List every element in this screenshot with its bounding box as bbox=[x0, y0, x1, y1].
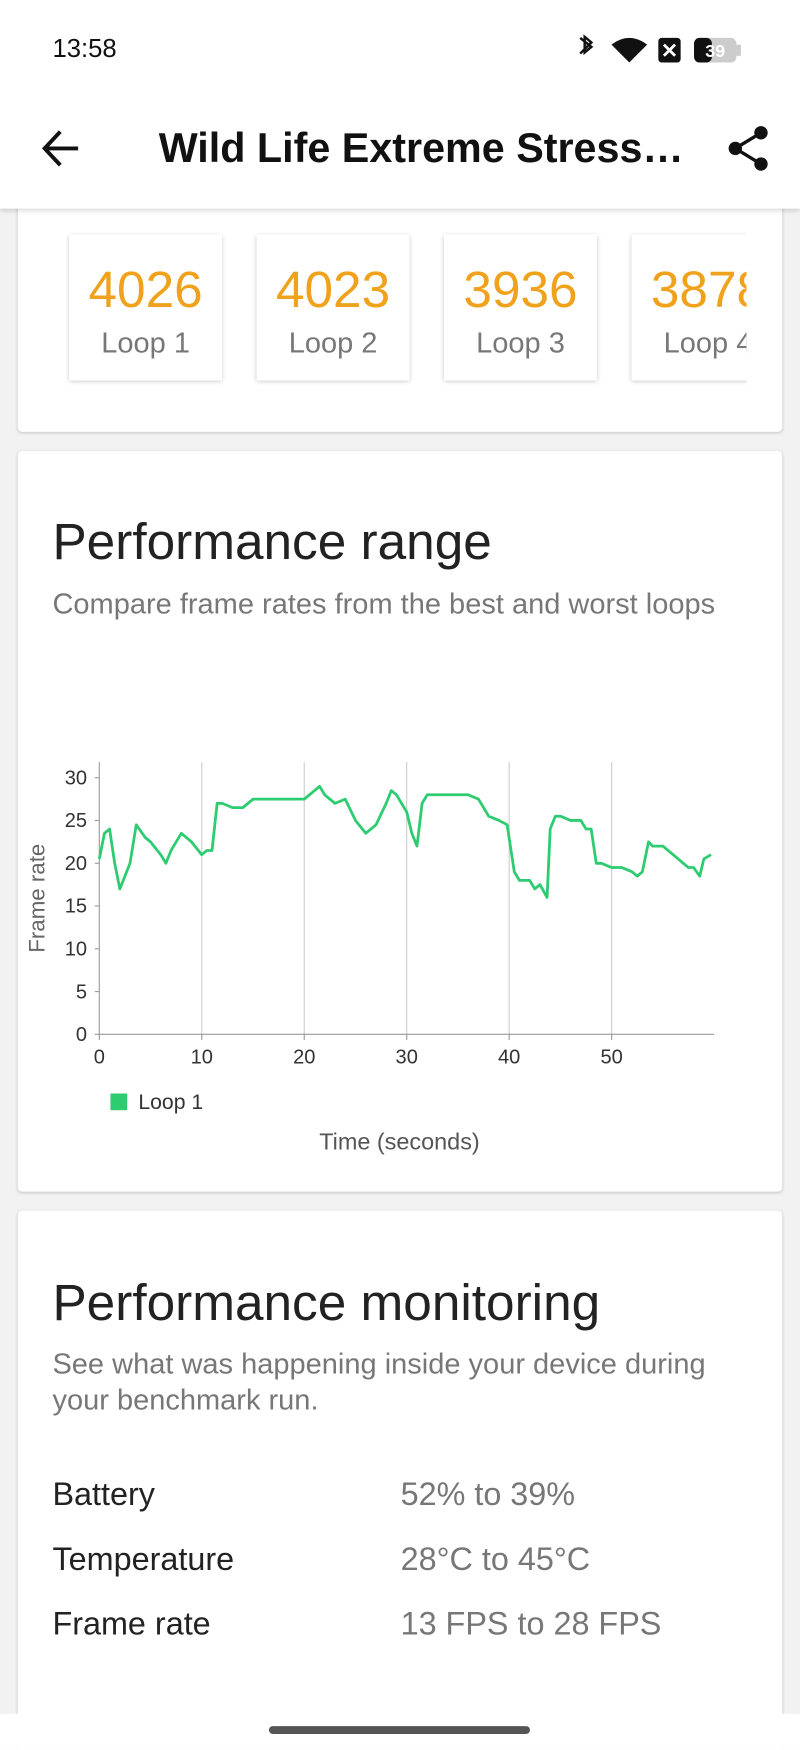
section-subtitle: Compare frame rates from the best and wo… bbox=[52, 586, 716, 621]
loop-score: 4023 bbox=[275, 259, 391, 319]
battery-text: 39 bbox=[705, 41, 725, 61]
sim-x bbox=[662, 43, 677, 57]
loop-scroller[interactable]: 4026 Loop 1 4023 Loop 2 3936 Loop 3 3878 Loo… bbox=[54, 212, 747, 402]
loop-score: 4026 bbox=[88, 259, 203, 319]
loop-score: 3936 bbox=[463, 259, 578, 319]
metric-value: 52% to 39% bbox=[400, 1477, 576, 1514]
loop-box[interactable]: 3878 Loop 4 bbox=[631, 234, 747, 381]
home-indicator[interactable] bbox=[268, 1726, 531, 1734]
loop-box[interactable]: 3936 Loop 3 bbox=[444, 234, 597, 381]
y-axis-label: Frame rate bbox=[25, 844, 50, 953]
loop-name: Loop 1 bbox=[101, 325, 190, 360]
y-tick-label: 15 bbox=[65, 896, 87, 918]
battery-level bbox=[694, 37, 712, 63]
bluetooth-icon bbox=[579, 34, 594, 56]
x-tick-label: 0 bbox=[94, 1046, 105, 1068]
section-title: Performance monitoring bbox=[52, 1273, 601, 1332]
battery-tip bbox=[736, 44, 741, 56]
top-bar: 13:58 39 Wild Life Extreme Stress… bbox=[0, 0, 800, 209]
legend-swatch bbox=[110, 1093, 128, 1111]
loop-box[interactable]: 4023 Loop 2 bbox=[256, 234, 410, 381]
loop-score: 3878 bbox=[650, 259, 747, 319]
metric-value: 13 FPS to 28 FPS bbox=[400, 1606, 662, 1643]
section-title: Performance range bbox=[52, 512, 492, 571]
performance-range-card bbox=[17, 450, 783, 1192]
status-icons: 39 bbox=[579, 34, 741, 63]
y-tick-label: 25 bbox=[65, 810, 87, 832]
x-tick-label: 40 bbox=[498, 1046, 520, 1068]
metric-value: 28°C to 45°C bbox=[400, 1542, 591, 1578]
metric-label: Battery bbox=[52, 1477, 155, 1514]
x-tick-label: 10 bbox=[191, 1046, 213, 1068]
y-tick-label: 5 bbox=[76, 981, 87, 1003]
x-tick-label: 50 bbox=[600, 1046, 622, 1068]
loop-name: Loop 2 bbox=[288, 325, 378, 360]
loop-box[interactable]: 4026 Loop 1 bbox=[69, 234, 223, 381]
x-axis-label: Time (seconds) bbox=[319, 1128, 480, 1154]
legend-label: Loop 1 bbox=[138, 1091, 203, 1114]
line-chart: 0 10 20 30 40 50 0 5 10 15 20 25 30 Frame rate Time (s… bbox=[25, 762, 715, 1154]
wifi-icon bbox=[611, 37, 648, 63]
metric-label: Frame rate bbox=[52, 1606, 211, 1643]
loop-name: Loop 3 bbox=[476, 325, 565, 360]
y-tick-label: 10 bbox=[65, 938, 87, 960]
performance-monitoring-card bbox=[17, 1210, 783, 1750]
loop-name: Loop 4 bbox=[663, 325, 747, 360]
status-time: 13:58 bbox=[52, 33, 117, 63]
section-subtitle: See what was happening inside your devic… bbox=[52, 1346, 706, 1416]
metric-label: Temperature bbox=[52, 1542, 235, 1578]
x-tick-label: 30 bbox=[396, 1046, 418, 1068]
share-button[interactable] bbox=[725, 125, 772, 172]
y-tick-label: 0 bbox=[76, 1024, 87, 1046]
y-tick-label: 30 bbox=[65, 767, 87, 789]
y-tick-label: 20 bbox=[65, 853, 87, 875]
x-tick-label: 20 bbox=[293, 1046, 315, 1068]
app-title: Wild Life Extreme Stress… bbox=[158, 124, 684, 171]
line-series bbox=[97, 784, 712, 899]
back-button[interactable] bbox=[40, 127, 85, 172]
